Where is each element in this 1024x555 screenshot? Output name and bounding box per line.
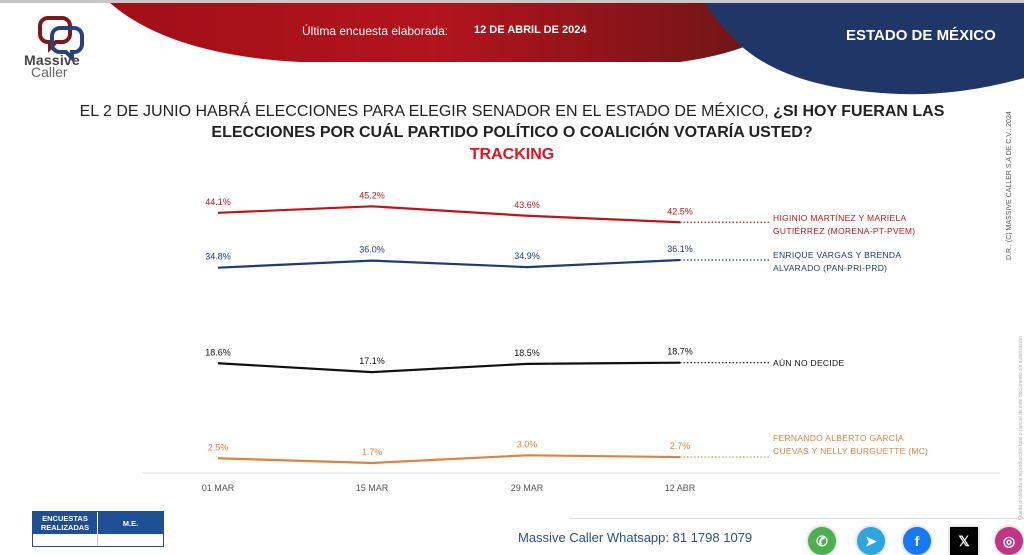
legend-entry: GUTIÉRREZ (MORENA-PT-PVEM) [773, 226, 915, 236]
table-header-surveys: ENCUESTAS REALIZADAS [33, 512, 98, 534]
table-header-me: M.E. [122, 518, 139, 528]
question-line2: ELECCIONES POR CUÁL PARTIDO POLÍTICO O C… [211, 124, 813, 141]
legend-entry: FERNANDO ALBERTO GARCÍA [773, 433, 904, 443]
x-tick-label: 12 ABR [665, 483, 696, 493]
data-label: 42.5% [667, 206, 693, 216]
question-plain: EL 2 DE JUNIO HABRÁ ELECCIONES PARA ELEG… [79, 103, 774, 120]
tracking-line-chart: 01 MAR 15 MAR 29 MAR 12 ABR 44.1% 45.2% 43.6% 4… [142, 190, 1000, 493]
instagram-icon[interactable]: ◎ [995, 527, 1023, 555]
navy-banner-shape [705, 3, 1024, 95]
whatsapp-icon[interactable]: ✆ [808, 527, 836, 555]
brand-name-line1: Massive [24, 52, 80, 68]
data-label: 17.1% [359, 356, 385, 366]
data-label: 44.1% [205, 197, 231, 207]
question-line1: EL 2 DE JUNIO HABRÁ ELECCIONES PARA ELEG… [0, 103, 1024, 121]
last-survey-date: 12 DE ABRIL DE 2024 [474, 24, 587, 36]
state-title: ESTADO DE MÉXICO [846, 27, 996, 44]
brand-name-line2: Caller [31, 64, 68, 80]
series-line [217, 454, 681, 465]
series-line [217, 258, 681, 269]
chart-subtitle: TRACKING [469, 146, 555, 163]
data-label: 18.7% [667, 347, 693, 357]
data-label: 43.6% [514, 200, 540, 210]
data-label: 45.2% [359, 190, 385, 200]
data-label: 36.1% [667, 244, 693, 254]
x-tick-label: 29 MAR [511, 483, 544, 493]
legend-entry: CUEVAS Y NELLY BURGUETTE (MC) [773, 446, 928, 456]
x-tick-label: 15 MAR [356, 483, 389, 493]
data-label: 1.7% [362, 447, 383, 457]
last-survey-label: Última encuesta elaborada: [302, 24, 449, 38]
legend-entry: AÚN NO DECIDE [773, 358, 844, 368]
copyright-text: D.R., (C) MASSIVE CALLER S.A DE C.V., 20… [1006, 111, 1013, 260]
fine-print-text: Queda prohibida la reproducción total o … [1018, 336, 1024, 520]
data-label: 2.7% [670, 441, 691, 451]
data-label: 18.6% [205, 347, 231, 357]
legend-entry: ALVARADO (PAN-PRI-PRD) [773, 263, 887, 273]
top-border [0, 0, 1024, 3]
facebook-icon[interactable]: f [903, 527, 931, 555]
series-line [217, 205, 681, 224]
question-bold-part1: ¿SI HOY FUERAN LAS [773, 103, 945, 120]
data-label: 34.9% [514, 251, 540, 261]
data-label: 3.0% [517, 439, 538, 449]
header-banner [110, 3, 1024, 95]
x-icon[interactable]: 𝕏 [950, 527, 978, 555]
red-banner-shape [110, 3, 760, 62]
data-label: 2.5% [208, 442, 229, 452]
x-tick-label: 01 MAR [202, 483, 235, 493]
legend-entry: HIGINIO MARTÍNEZ Y MARIELA [773, 213, 906, 223]
series-line [217, 361, 681, 374]
surveys-table: ENCUESTAS REALIZADAS M.E. [32, 511, 164, 547]
telegram-icon[interactable]: ➤ [857, 527, 885, 555]
data-label: 18.5% [514, 348, 540, 358]
legend-entry: ENRIQUE VARGAS Y BRENDA [773, 250, 901, 260]
massive-caller-logo-icon [38, 16, 84, 63]
whatsapp-contact: Massive Caller Whatsapp: 81 1798 1079 [518, 530, 753, 545]
data-label: 34.8% [205, 252, 231, 262]
data-label: 36.0% [359, 245, 385, 255]
footer-divider [570, 518, 1024, 519]
